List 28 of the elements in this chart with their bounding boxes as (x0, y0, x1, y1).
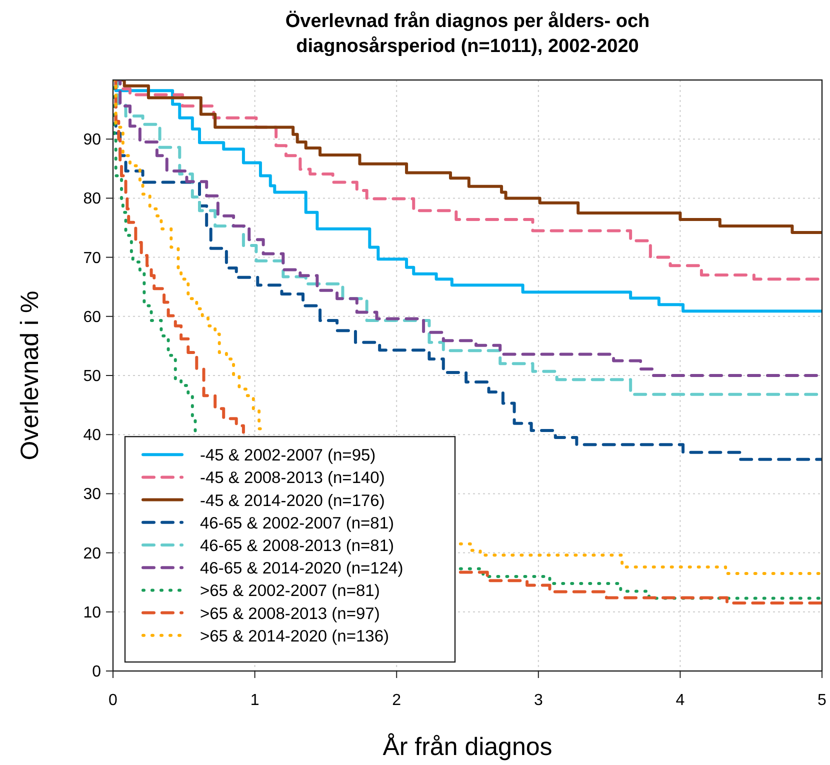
legend-label: >65 & 2008-2013 (n=97) (200, 604, 380, 623)
legend-label: -45 & 2008-2013 (n=140) (200, 469, 385, 488)
y-tick-label: 90 (83, 132, 102, 149)
y-tick-label: 70 (83, 250, 102, 267)
y-tick-label: 30 (83, 486, 102, 504)
y-tick-label: 50 (83, 368, 102, 385)
legend-label: 46-65 & 2002-2007 (n=81) (200, 514, 394, 532)
legend-label: >65 & 2002-2007 (n=81) (200, 582, 380, 600)
legend-label: 46-65 & 2008-2013 (n=81) (200, 537, 394, 555)
legend-label: >65 & 2014-2020 (n=136) (200, 627, 389, 646)
x-tick-label: 3 (534, 692, 543, 709)
chart-title: Överlevnad från diagnos per ålders- och diagnosårsperiod (n=1011), 2002-2020 (285, 10, 650, 57)
y-tick-label: 80 (83, 190, 102, 208)
x-tick-label: 5 (818, 692, 827, 709)
x-tick-label: 1 (250, 692, 260, 709)
x-tick-label: 4 (676, 692, 685, 709)
y-axis-title: Overlevnad i % (16, 290, 44, 460)
x-tick-label: 2 (392, 692, 402, 709)
y-tick-label: 0 (92, 664, 102, 680)
y-tick-label: 20 (83, 545, 102, 562)
legend-label: -45 & 2002-2007 (n=95) (200, 446, 376, 465)
y-tick-label: 40 (83, 427, 102, 444)
y-tick-label: 10 (83, 604, 102, 622)
y-tick-label: 60 (83, 308, 102, 326)
x-axis-title: År från diagnos (382, 733, 552, 761)
legend-label: 46-65 & 2014-2020 (n=124) (200, 560, 404, 578)
legend-label: -45 & 2014-2020 (n=176) (200, 492, 385, 510)
x-tick-label: 0 (108, 692, 118, 709)
